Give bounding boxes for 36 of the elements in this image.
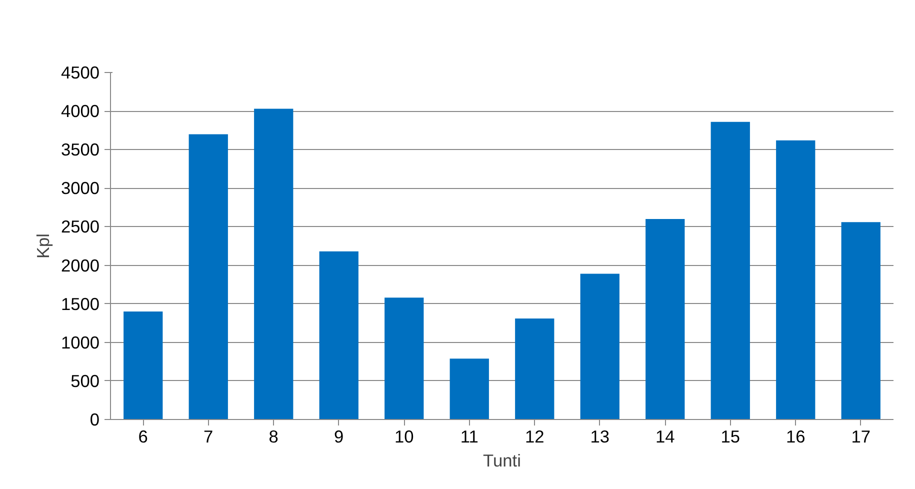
x-tick-label: 14 (655, 426, 676, 446)
x-tick-label: 7 (204, 426, 214, 446)
bar (124, 312, 163, 420)
x-tick-label: 12 (524, 426, 544, 446)
x-tick-label: 16 (786, 426, 806, 446)
bar (710, 122, 750, 420)
x-axis-title: Tunti (483, 450, 521, 470)
y-tick-label: 3000 (60, 178, 100, 198)
bar (188, 134, 228, 420)
x-tick-label: 11 (460, 426, 478, 446)
y-tick-label: 1500 (60, 294, 100, 314)
y-tick-label: 1000 (60, 332, 100, 352)
x-tick-label: 10 (394, 426, 414, 446)
x-tick-label: 6 (138, 426, 148, 446)
y-tick-label: 2000 (60, 255, 100, 276)
y-tick-label: 3500 (60, 140, 100, 160)
x-tick-label: 15 (720, 426, 740, 446)
bar (319, 251, 358, 420)
x-tick-label: 9 (334, 426, 344, 446)
y-tick-label: 4500 (60, 62, 100, 82)
x-tick-label: 8 (268, 426, 278, 446)
bar (776, 140, 816, 420)
x-tick-label: 13 (590, 426, 610, 446)
y-tick-label: 0 (90, 410, 100, 430)
bar (841, 222, 880, 420)
bar (254, 108, 294, 420)
bar (384, 298, 424, 420)
y-axis-title: Kpl (32, 233, 53, 259)
bar (450, 358, 489, 420)
bar (515, 318, 554, 420)
y-tick-label: 4000 (60, 101, 100, 122)
y-tick-label: 500 (70, 370, 100, 391)
y-tick-label: 2500 (60, 216, 100, 237)
bar (646, 219, 685, 420)
bar (580, 274, 620, 420)
x-tick-label: 17 (851, 426, 871, 446)
